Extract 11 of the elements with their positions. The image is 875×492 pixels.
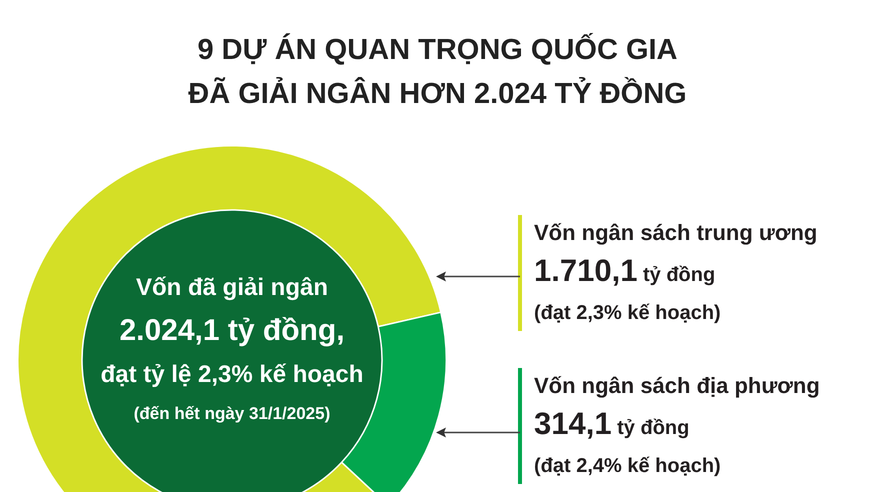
text: đạt tỷ lệ 2,3% kế hoạch [100,360,364,390]
text: (đạt 2,3% kế hoạch) [534,302,721,324]
text: (đến hết ngày 31/1/2025) [132,403,332,425]
text: Vốn đã giải ngân [134,273,329,303]
data-label: 314,1 tỷ đồng [534,405,690,443]
chart-title: 9 DỰ ÁN QUAN TRỌNG QUỐC GIA ĐÃ GIẢI NGÂN HƠN 2.024 TỶ ĐỒNG [187,32,688,112]
text: (đạt 2,4% kế hoạch) [534,455,721,477]
slice-label: Vốn ngân sách địa phương [534,372,820,400]
data-label: 1.710,1 tỷ đồng [534,252,716,290]
text: 2.024,1 tỷ đồng, [118,313,346,349]
slice-label: Vốn ngân sách trung ương [534,219,818,247]
